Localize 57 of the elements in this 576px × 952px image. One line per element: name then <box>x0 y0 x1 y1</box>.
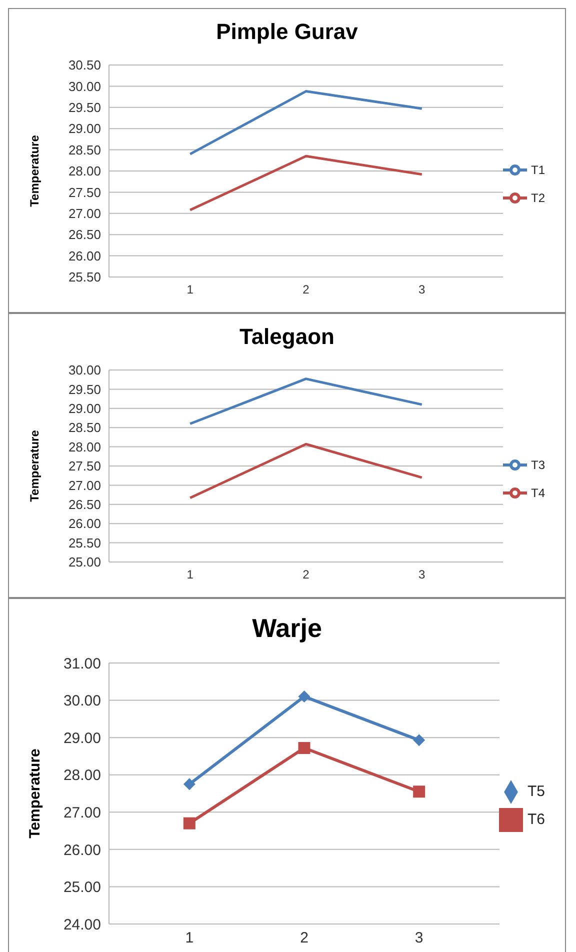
y-axis-title: Temperature <box>27 430 42 502</box>
point <box>298 742 310 754</box>
y-tick-label: 27.50 <box>68 184 101 200</box>
x-tick-label: 1 <box>186 568 194 582</box>
x-tick-label: 1 <box>185 930 194 947</box>
chart-title: Pimple Gurav <box>215 18 359 46</box>
y-tick-label: 27.00 <box>68 478 101 493</box>
point <box>183 778 196 790</box>
x-tick-label: 2 <box>302 568 310 582</box>
y-tick-label: 24.00 <box>63 916 101 934</box>
point <box>413 786 426 798</box>
y-tick-label: 26.50 <box>68 227 101 242</box>
y-tick-label: 28.00 <box>68 439 101 454</box>
y-tick-label: 26.00 <box>63 842 101 859</box>
y-axis-title: Temperature <box>27 134 42 207</box>
y-tick-label: 30.00 <box>63 692 101 710</box>
y-tick-label: 25.00 <box>68 554 101 570</box>
x-tick-label: 2 <box>302 282 310 297</box>
y-tick-label: 25.00 <box>63 879 101 896</box>
y-tick-label: 25.50 <box>68 535 101 550</box>
y-tick-label: 28.00 <box>68 164 101 179</box>
y-tick-label: 27.00 <box>68 206 101 222</box>
chart-title: Talegaon <box>238 323 336 351</box>
y-tick-label: 26.00 <box>68 516 101 532</box>
y-tick-label: 29.00 <box>68 121 101 136</box>
y-tick-label: 29.00 <box>63 730 101 747</box>
y-tick-label: 25.50 <box>68 270 101 285</box>
y-tick-label: 27.50 <box>68 458 101 474</box>
y-tick-label: 27.00 <box>63 804 101 822</box>
x-tick-label: 3 <box>414 930 424 947</box>
x-tick-label: 3 <box>418 282 426 297</box>
legend-label: T4 <box>530 486 545 500</box>
y-axis-title: Temperature <box>26 748 44 838</box>
y-tick-label: 28.50 <box>68 142 101 158</box>
point <box>298 690 310 703</box>
point <box>183 817 196 830</box>
legend-label: T5 <box>527 783 545 800</box>
y-tick-label: 30.00 <box>68 78 101 94</box>
y-tick-label: 29.50 <box>68 100 101 116</box>
y-tick-label: 29.50 <box>68 382 101 397</box>
x-tick-label: 3 <box>418 568 426 582</box>
legend-label: T3 <box>530 458 545 472</box>
y-tick-label: 26.50 <box>68 497 101 512</box>
y-tick-label: 31.00 <box>63 655 101 672</box>
y-tick-label: 28.00 <box>63 767 101 784</box>
y-tick-label: 29.00 <box>68 401 101 416</box>
legend-label: T1 <box>530 162 545 176</box>
y-tick-label: 28.50 <box>68 420 101 436</box>
legend-label: T6 <box>527 811 545 828</box>
y-tick-label: 30.00 <box>68 362 101 378</box>
chart-title: Warje <box>251 612 323 645</box>
y-tick-label: 26.00 <box>68 248 101 264</box>
point <box>413 734 426 746</box>
y-tick-label: 30.50 <box>68 58 101 73</box>
x-tick-label: 1 <box>186 282 194 297</box>
x-tick-label: 2 <box>300 930 308 947</box>
legend-label: T2 <box>530 190 545 204</box>
